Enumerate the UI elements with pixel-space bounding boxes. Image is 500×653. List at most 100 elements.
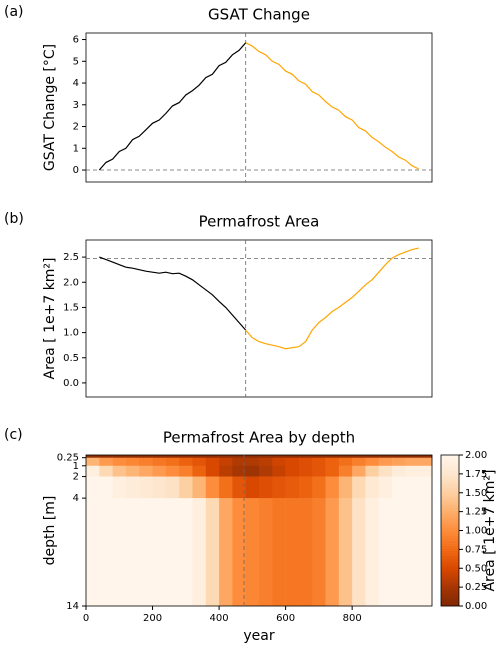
colorbar-step: [441, 460, 459, 463]
heat-cell: [139, 476, 153, 499]
heat-cell: [272, 457, 286, 467]
heat-cell: [152, 455, 167, 458]
colorbar-step: [441, 543, 459, 546]
heat-cell: [179, 476, 193, 499]
heat-cell: [112, 455, 127, 458]
colorbar-step: [441, 575, 459, 579]
heat-cell: [232, 455, 246, 458]
heat-cell: [139, 498, 153, 607]
heat-cell: [365, 498, 380, 607]
heat-cell: [139, 457, 153, 467]
heat-cell: [245, 457, 260, 467]
colorbar-step: [441, 497, 459, 501]
colorbar-step: [441, 520, 459, 524]
heat-cell: [165, 476, 180, 499]
heat-cell: [152, 476, 167, 499]
heat-cell: [125, 476, 140, 499]
heat-cell: [272, 455, 286, 458]
y-tick-label: 0.0: [63, 378, 79, 389]
colorbar-step: [441, 505, 459, 509]
heat-cell: [192, 455, 207, 458]
heat-cell: [405, 455, 419, 458]
heat-cell: [259, 465, 273, 477]
colorbar-step: [441, 600, 459, 604]
line-series: [245, 42, 419, 170]
heat-cell: [112, 476, 127, 499]
colorbar-step: [441, 570, 459, 574]
heat-cell: [312, 476, 326, 499]
colorbar-step: [441, 485, 459, 489]
heat-cell: [378, 498, 393, 607]
heat-cell: [392, 465, 406, 477]
heat-cell: [245, 498, 260, 607]
colorbar-step: [441, 563, 459, 567]
y-tick-label: 4: [73, 78, 79, 89]
line-series: [245, 247, 419, 350]
colorbar-step: [441, 467, 459, 471]
colorbar-step: [441, 588, 459, 592]
heat-cell: [205, 476, 220, 499]
heat-cell: [405, 465, 419, 477]
heat-cell: [125, 455, 140, 458]
heat-cell: [378, 465, 393, 477]
heat-cell: [165, 455, 180, 458]
heat-cell: [99, 455, 113, 458]
colorbar-step: [441, 472, 459, 476]
heat-cell: [232, 457, 246, 467]
heat-cell: [125, 457, 140, 467]
colorbar-step: [441, 462, 459, 466]
heat-cell: [298, 455, 313, 458]
heat-cell: [86, 498, 100, 607]
colorbar-step: [441, 593, 459, 597]
heat-cell: [232, 476, 246, 499]
heat-cell: [392, 476, 406, 499]
colorbar-step: [441, 502, 459, 506]
heat-cell: [192, 498, 207, 607]
heat-cell: [205, 457, 220, 467]
colorbar-step: [441, 535, 459, 539]
colorbar-step: [441, 565, 459, 569]
heat-cell: [325, 455, 340, 458]
heat-cell: [99, 457, 113, 467]
colorbar-step: [441, 590, 459, 594]
heat-cell: [298, 498, 313, 607]
heat-cell: [219, 457, 233, 467]
heat-cell: [312, 465, 326, 477]
heat-cell: [99, 476, 113, 499]
panel-label: (a): [4, 4, 24, 20]
colorbar-step: [441, 455, 459, 458]
heat-cell: [298, 465, 313, 477]
heat-cell: [365, 455, 380, 458]
heat-cell: [298, 476, 313, 499]
colorbar-step: [441, 527, 459, 531]
heat-cell: [219, 455, 233, 458]
colorbar-tick-label: 2.00: [465, 450, 487, 461]
y-axis-label: depth [m]: [42, 496, 58, 566]
heat-cell: [139, 455, 153, 458]
y-tick-label: 2: [73, 122, 79, 133]
heat-cell: [285, 498, 300, 607]
heat-cell: [405, 498, 419, 607]
y-tick-label: 5: [73, 56, 79, 67]
colorbar-step: [441, 480, 459, 483]
colorbar-step: [441, 470, 459, 473]
y-tick-label: 2: [73, 472, 79, 483]
heat-cell: [152, 465, 167, 477]
heat-cell: [272, 476, 286, 499]
colorbar-step: [441, 580, 459, 584]
heat-cell: [352, 476, 366, 499]
colorbar-step: [441, 550, 459, 554]
heat-cell: [165, 465, 180, 477]
y-tick-label: 2.0: [63, 277, 79, 288]
y-tick-label: 4: [73, 493, 79, 504]
heat-cell: [245, 455, 260, 458]
colorbar-tick-label: 1.25: [465, 507, 487, 518]
x-axis-label: year: [243, 628, 274, 644]
plot-frame: [85, 239, 433, 398]
heat-cell: [352, 498, 366, 607]
colorbar-step: [441, 558, 459, 561]
heat-cell: [352, 465, 366, 477]
colorbar-step: [441, 568, 459, 572]
heat-cell: [352, 455, 366, 458]
